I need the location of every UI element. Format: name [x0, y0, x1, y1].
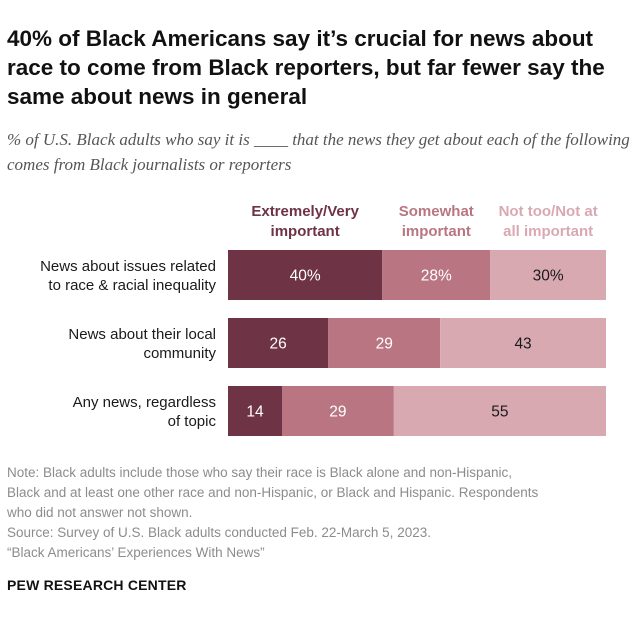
- data-label: 29: [376, 336, 393, 353]
- note-line: Black and at least one other race and no…: [7, 485, 539, 500]
- source-line: Source: Survey of U.S. Black adults cond…: [7, 525, 431, 540]
- legend-label: Not too/Not at: [499, 203, 598, 220]
- bar-segment: [440, 318, 606, 368]
- data-label: 43: [514, 336, 531, 353]
- category-label: Any news, regardless: [73, 394, 216, 411]
- category-label: News about issues related: [40, 258, 216, 275]
- bar-segment: [228, 250, 383, 300]
- data-label: 55: [491, 404, 508, 421]
- data-label: 28%: [421, 268, 452, 285]
- bar-segment: [490, 250, 606, 300]
- note-line: who did not answer not shown.: [7, 505, 193, 520]
- chart-title: 40% of Black Americans say it’s crucial …: [7, 26, 605, 109]
- category-label: community: [143, 345, 216, 362]
- chart-subtitle: % of U.S. Black adults who say it is ___…: [7, 130, 630, 174]
- legend-label: Extremely/Very: [251, 203, 359, 220]
- data-label: 30%: [533, 268, 564, 285]
- bar-segment: [393, 386, 606, 436]
- legend-label: Somewhat: [399, 203, 474, 220]
- data-label: 26: [270, 336, 287, 353]
- legend-label: all important: [503, 223, 593, 240]
- bar-segment: [228, 318, 329, 368]
- data-label: 14: [246, 404, 264, 421]
- bar-segment: [328, 318, 441, 368]
- bar-segment: [282, 386, 394, 436]
- category-label: News about their local: [68, 326, 216, 343]
- legend-label: important: [271, 223, 340, 240]
- notes-block: Note: Black adults include those who say…: [7, 463, 627, 563]
- category-label: of topic: [168, 413, 217, 430]
- bar-segment: [228, 386, 282, 436]
- report-title-line: “Black Americans’ Experiences With News”: [7, 545, 265, 560]
- pew-logo-text: PEW RESEARCH CENTER: [7, 577, 187, 593]
- bar-segment: [382, 250, 491, 300]
- note-line: Note: Black adults include those who say…: [7, 465, 513, 480]
- category-label: to race & racial inequality: [48, 277, 216, 294]
- stacked-bar-chart: 40% 28% 30% News about issues related to rac…: [40, 203, 606, 436]
- data-label: 40%: [290, 268, 321, 285]
- legend-label: important: [402, 223, 471, 240]
- data-label: 29: [329, 404, 346, 421]
